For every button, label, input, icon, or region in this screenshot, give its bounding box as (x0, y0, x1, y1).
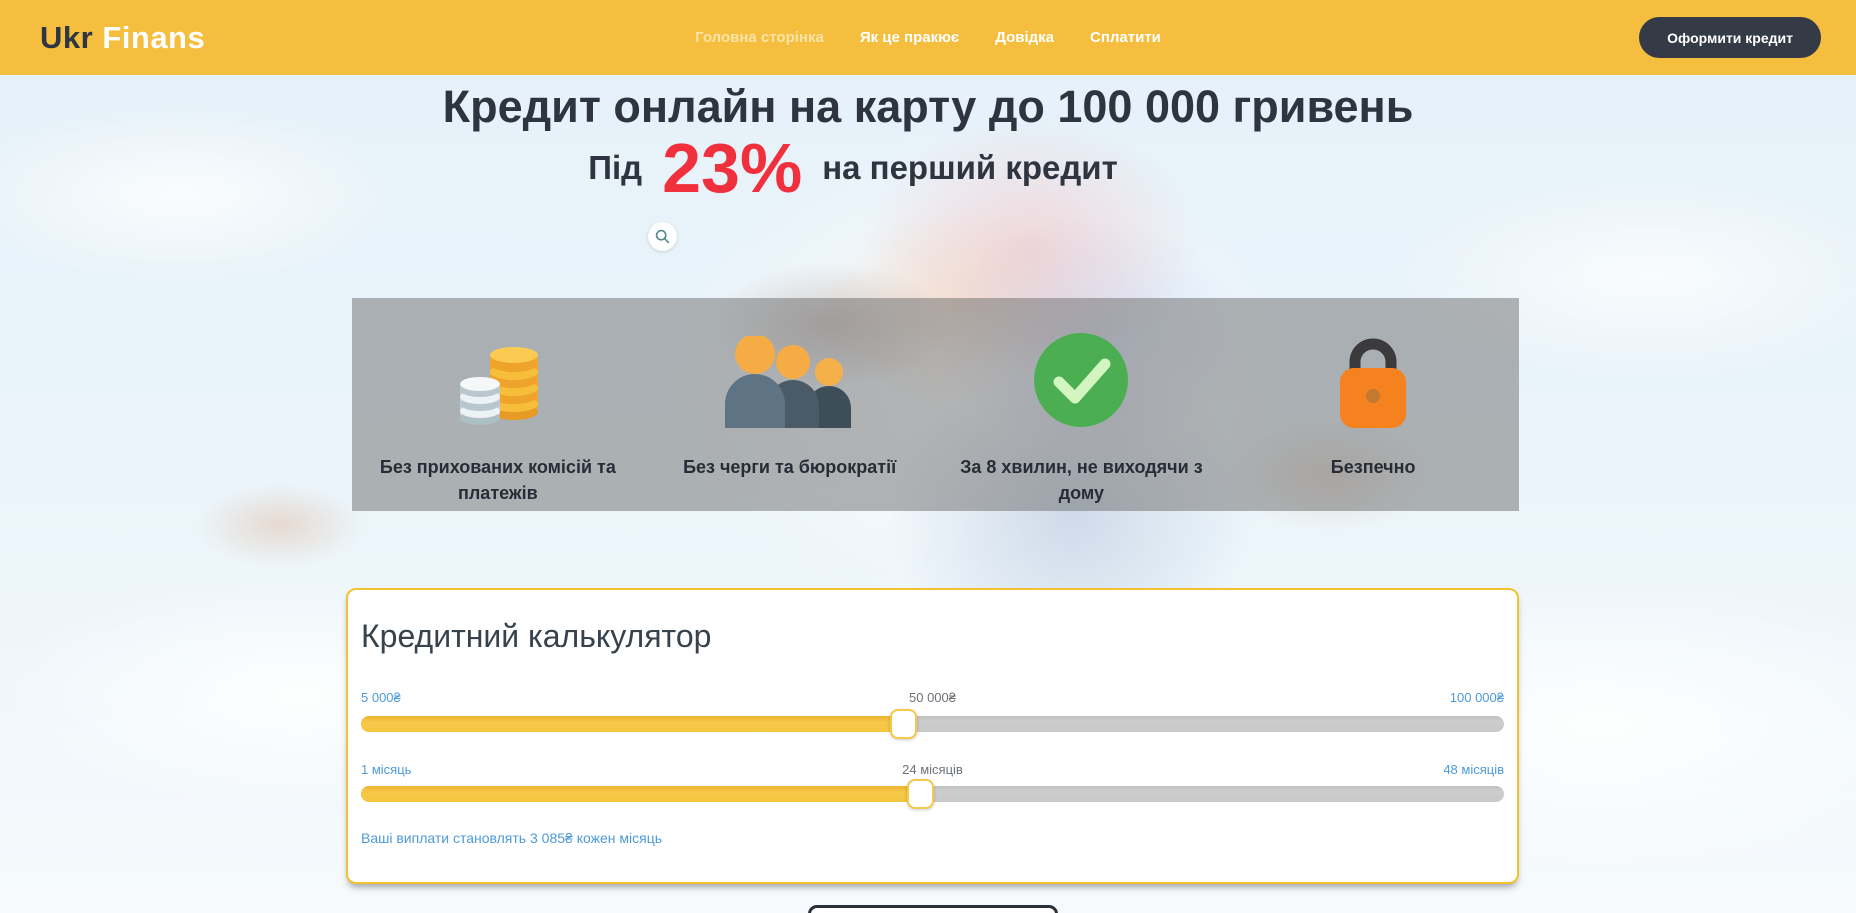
term-max-label: 48 місяців (1443, 762, 1504, 777)
feature-fast: За 8 хвилин, не виходячи з дому (936, 298, 1228, 511)
term-slider-labels: 1 місяць 24 місяців 48 місяців (361, 762, 1504, 778)
amount-max-label: 100 000₴ (1449, 690, 1504, 705)
header: Ukr Finans Головна сторінка Як це пракює… (0, 0, 1856, 75)
hero-subtitle: Під 23% на перший кредит (0, 133, 1781, 203)
amount-slider[interactable] (361, 709, 1504, 739)
calculator-title: Кредитний калькулятор (361, 618, 712, 654)
feature-label: За 8 хвилин, не виходячи з дому (960, 457, 1203, 504)
feature-label: Без прихованих комісій та платежів (379, 457, 616, 504)
lock-icon (1338, 316, 1408, 428)
subtitle-rate-highlight: 23% (662, 129, 803, 207)
check-icon (1033, 316, 1129, 428)
amount-slider-handle[interactable] (889, 709, 917, 739)
nav-item-how-it-works[interactable]: Як це пракює (859, 29, 960, 46)
term-slider[interactable] (361, 779, 1504, 809)
apply-credit-button[interactable]: Оформити кредит (1639, 17, 1821, 58)
amount-slider-labels: 5 000₴ 50 000₴ 100 000₴ (361, 690, 1504, 706)
amount-slider-fill (361, 716, 903, 732)
credit-calculator-card: Кредитний калькулятор 5 000₴ 50 000₴ 100… (346, 588, 1519, 884)
people-icon (724, 316, 855, 428)
feature-no-queues: Без черги та бюрократії (644, 298, 936, 511)
main-nav: Головна сторінка Як це пракює Довідка Сп… (695, 29, 1161, 46)
term-min-label: 1 місяць (361, 762, 412, 777)
term-slider-handle[interactable] (906, 779, 934, 809)
brand-name-secondary: Finans (102, 19, 206, 55)
subtitle-suffix: на перший кредит (822, 149, 1118, 186)
search-icon[interactable] (648, 222, 677, 251)
brand-logo[interactable]: Ukr Finans (40, 20, 205, 56)
amount-current-label: 50 000₴ (909, 690, 956, 705)
feature-label: Безпечно (1330, 457, 1416, 477)
term-slider-fill (361, 786, 920, 802)
monthly-payment-text: Ваші виплати становлять 3 085₴ кожен міс… (361, 830, 663, 846)
partial-button[interactable] (808, 905, 1058, 913)
term-current-label: 24 місяців (902, 762, 963, 777)
brand-name-primary: Ukr (40, 19, 94, 55)
hero-title: Кредит онлайн на карту до 100 000 гривен… (442, 81, 1414, 132)
amount-min-label: 5 000₴ (361, 690, 401, 705)
feature-no-fees: Без прихованих комісій та платежів (352, 298, 644, 511)
nav-item-help[interactable]: Довідка (995, 29, 1054, 46)
features-band: Без прихованих комісій та платежів (352, 298, 1519, 511)
coins-icon (452, 316, 544, 428)
nav-item-pay[interactable]: Сплатити (1089, 29, 1161, 46)
feature-safe: Безпечно (1227, 298, 1519, 511)
feature-label: Без черги та бюрократії (683, 457, 897, 477)
hero-section: Кредит онлайн на карту до 100 000 гривен… (0, 75, 1856, 913)
subtitle-prefix: Під (588, 149, 643, 186)
nav-item-home[interactable]: Головна сторінка (695, 29, 824, 46)
